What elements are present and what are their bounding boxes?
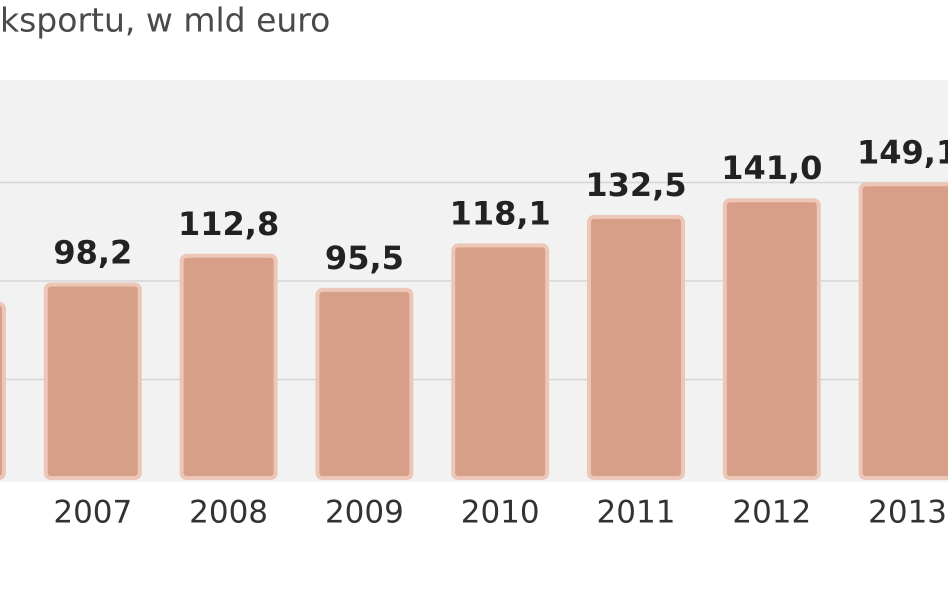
bar bbox=[43, 282, 142, 480]
chart-title: ksportu, w mld euro bbox=[0, 1, 330, 40]
value-label: 132,5 bbox=[585, 166, 686, 204]
bar bbox=[858, 182, 948, 480]
bar bbox=[0, 301, 6, 480]
x-tick-label: 2011 bbox=[597, 495, 676, 531]
bar bbox=[587, 214, 685, 480]
x-tick-label: 2012 bbox=[732, 495, 811, 531]
value-label: 141,0 bbox=[721, 149, 822, 187]
bar bbox=[179, 253, 278, 480]
value-label: 118,1 bbox=[450, 194, 551, 232]
value-label: 95,5 bbox=[325, 239, 404, 277]
x-tick-label: 2009 bbox=[325, 495, 404, 531]
x-tick-label: 2008 bbox=[189, 495, 268, 531]
value-label: 112,8 bbox=[178, 205, 279, 243]
x-tick-label: 2013 bbox=[868, 495, 947, 531]
value-label: 149,1 bbox=[857, 133, 948, 171]
bar bbox=[451, 243, 550, 480]
value-label: 98,2 bbox=[53, 234, 132, 272]
x-tick-label: 2010 bbox=[461, 495, 540, 531]
bar bbox=[315, 287, 414, 480]
x-tick-label: 2007 bbox=[53, 495, 132, 531]
bar bbox=[722, 198, 821, 480]
